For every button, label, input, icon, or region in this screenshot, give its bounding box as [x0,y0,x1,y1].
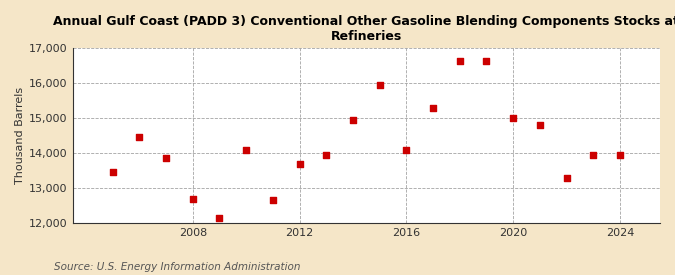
Point [161,156,171,161]
Point [535,123,545,127]
Point [374,83,385,87]
Point [401,147,412,152]
Point [508,116,518,120]
Point [321,153,331,157]
Point [134,135,145,140]
Point [267,198,278,203]
Point [588,153,599,157]
Point [561,175,572,180]
Point [481,58,492,63]
Point [241,147,252,152]
Y-axis label: Thousand Barrels: Thousand Barrels [15,87,25,184]
Text: Source: U.S. Energy Information Administration: Source: U.S. Energy Information Administ… [54,262,300,272]
Point [614,153,625,157]
Title: Annual Gulf Coast (PADD 3) Conventional Other Gasoline Blending Components Stock: Annual Gulf Coast (PADD 3) Conventional … [53,15,675,43]
Point [428,106,439,110]
Point [348,118,358,122]
Point [454,58,465,63]
Point [214,216,225,220]
Point [294,161,305,166]
Point [107,170,118,175]
Point [188,196,198,201]
